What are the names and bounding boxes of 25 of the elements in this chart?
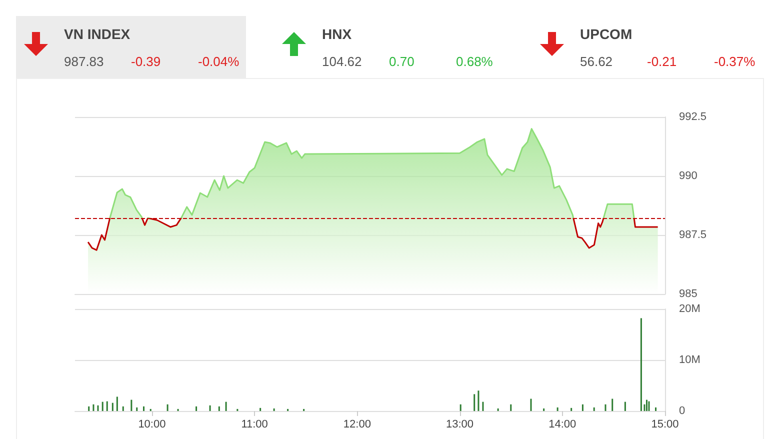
text: -0.21 bbox=[647, 54, 677, 69]
y-tick-label: 985 bbox=[679, 288, 698, 300]
x-tick-label: 10:00 bbox=[138, 418, 166, 430]
text: 0.68% bbox=[456, 54, 493, 69]
text: 0.70 bbox=[389, 54, 414, 69]
text: 987.83 bbox=[64, 54, 104, 69]
text: -0.04% bbox=[198, 54, 240, 69]
text: VN INDEX bbox=[64, 26, 130, 42]
text: UPCOM bbox=[580, 26, 632, 42]
x-tick-label: 15:00 bbox=[651, 418, 679, 430]
text: -0.37% bbox=[714, 54, 756, 69]
text: HNX bbox=[322, 26, 352, 42]
y-tick-label: 992.5 bbox=[679, 111, 707, 123]
y-tick-label: 987.5 bbox=[679, 229, 707, 241]
y-tick-label: 990 bbox=[679, 170, 698, 182]
y-tick-label: 10M bbox=[679, 354, 700, 366]
y-tick-label: 0 bbox=[679, 405, 686, 417]
x-tick-label: 11:00 bbox=[241, 418, 268, 430]
x-tick-label: 13:00 bbox=[446, 418, 474, 430]
x-tick-label: 14:00 bbox=[548, 418, 576, 430]
text: 56.62 bbox=[580, 54, 613, 69]
text: -0.39 bbox=[131, 54, 161, 69]
y-tick-label: 20M bbox=[679, 303, 700, 315]
x-tick-label: 12:00 bbox=[343, 418, 371, 430]
text: 104.62 bbox=[322, 54, 362, 69]
